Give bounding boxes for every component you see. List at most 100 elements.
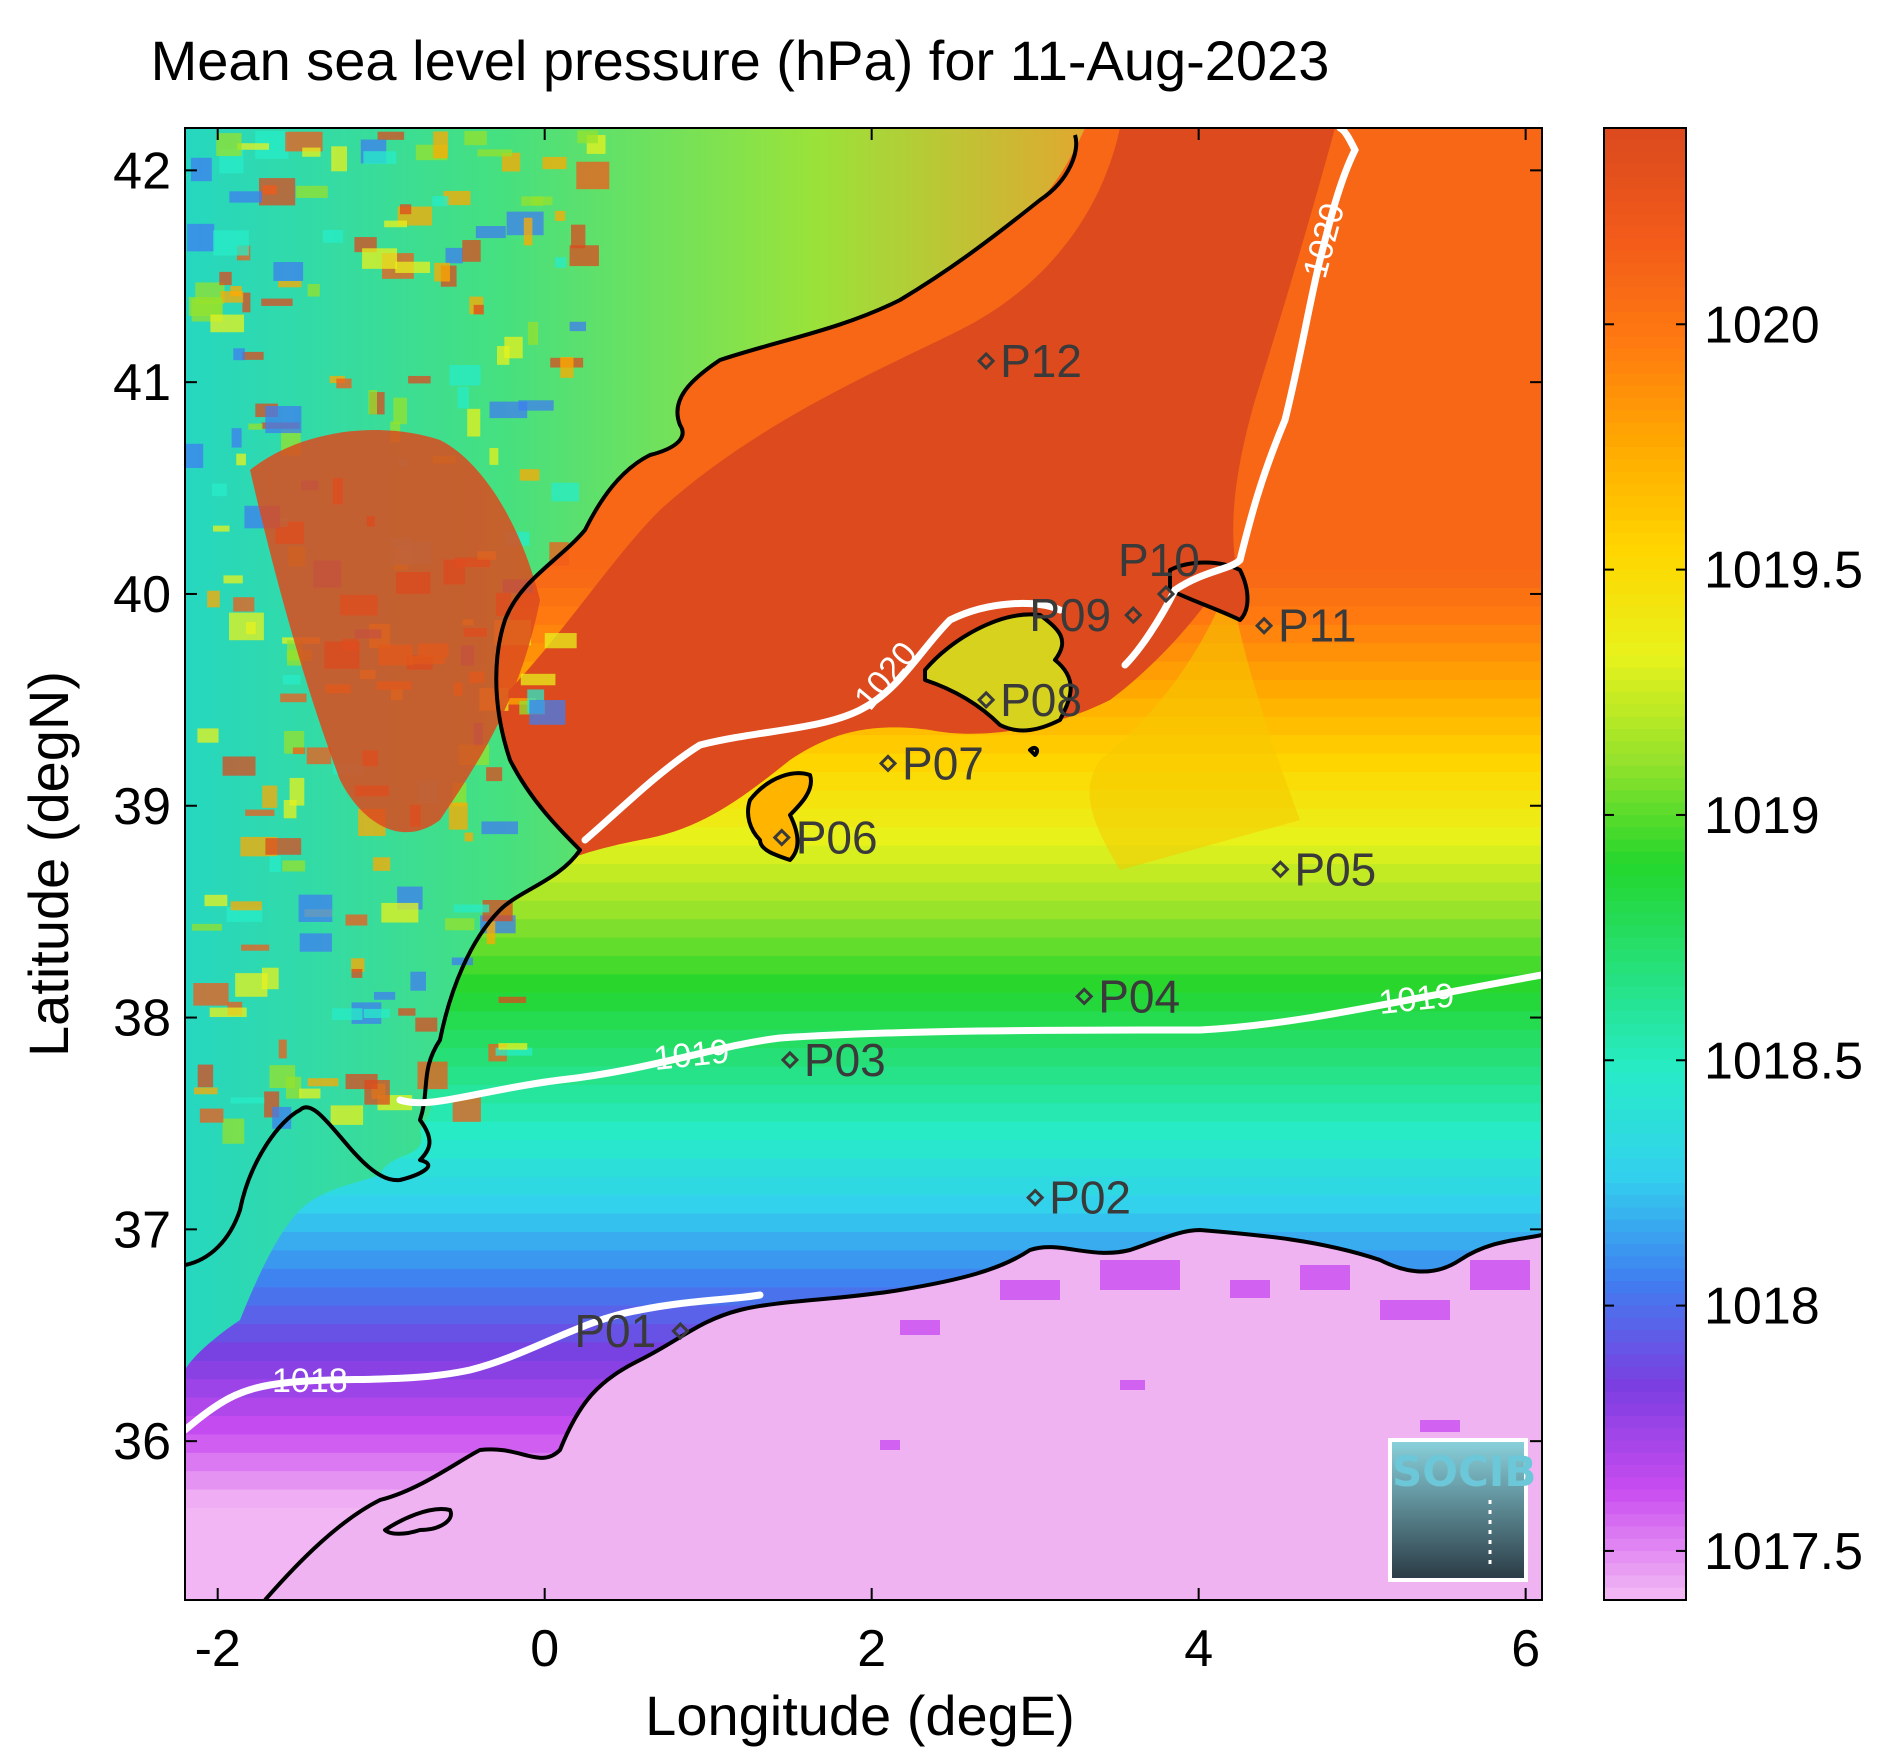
colorbar-band: [1604, 888, 1686, 902]
orography-patch: [451, 957, 473, 966]
x-tick-label: -2: [195, 1620, 241, 1678]
orography-patch: [298, 894, 333, 922]
pressure-band: [185, 1213, 1542, 1233]
colorbar-band: [1604, 508, 1686, 522]
orography-patch: [230, 1097, 265, 1104]
africa-patch: [1000, 1280, 1060, 1300]
colorbar-band: [1604, 397, 1686, 412]
orography-patch: [261, 298, 293, 306]
orography-patch: [498, 996, 527, 1003]
socib-logo: SOCIB: [1388, 1438, 1536, 1582]
orography-patch: [190, 157, 212, 182]
orography-patch: [188, 296, 222, 317]
orography-patch: [345, 914, 368, 926]
y-tick-label: 42: [113, 142, 171, 200]
orography-patch: [272, 1106, 292, 1129]
menorca-island: [1170, 562, 1248, 620]
orography-patch: [432, 196, 449, 207]
orography-patch: [273, 262, 304, 281]
orography-patch: [351, 958, 365, 972]
orography-patch: [265, 406, 302, 434]
colorbar-band: [1604, 446, 1686, 461]
colorbar-band: [1604, 1170, 1686, 1184]
colorbar-ticks: 1017.5 1018 1018.5 1019 1019.5 1020: [1604, 296, 1863, 1581]
orography-patch: [231, 428, 242, 448]
colorbar-band: [1604, 1195, 1686, 1209]
colorbar-band: [1604, 1293, 1686, 1307]
ibiza-island: [748, 773, 811, 860]
orography-patch: [242, 351, 264, 360]
orography-patch: [519, 469, 540, 481]
orography-patch: [395, 261, 431, 273]
land-north-africa: [185, 1230, 1542, 1600]
x-axis: -2 0 2 4 6: [195, 128, 1540, 1678]
colorbar-band: [1604, 1317, 1686, 1332]
coastline-small-island-africa: [383, 1507, 453, 1536]
orography-patch: [551, 482, 580, 502]
colorbar-band: [1604, 557, 1686, 571]
orography-patch: [236, 453, 246, 466]
y-tick-label: 40: [113, 566, 171, 624]
colorbar-band: [1604, 1048, 1686, 1062]
orography-patch: [209, 1007, 247, 1017]
colorbar-band: [1604, 520, 1686, 534]
colorbar-band: [1604, 287, 1686, 301]
colorbar-band: [1604, 839, 1686, 853]
orography-patch: [408, 375, 431, 384]
orography-patch: [457, 386, 469, 409]
colorbar-band: [1604, 1330, 1686, 1344]
logo-box: [1388, 1438, 1528, 1582]
orography-patch: [193, 983, 229, 1006]
colorbar-band: [1604, 152, 1686, 166]
orography-patch: [351, 968, 363, 978]
orography-patch: [237, 143, 269, 150]
orography-patch: [197, 1064, 214, 1088]
colorbar-band: [1604, 1489, 1686, 1503]
orography-patch: [576, 161, 610, 190]
orography-patch: [216, 133, 242, 157]
colorbar-band: [1604, 1072, 1686, 1086]
station-label: P08: [1000, 674, 1082, 726]
orography-patch: [560, 357, 574, 378]
colorbar-band: [1604, 1011, 1686, 1025]
colorbar-band: [1604, 483, 1686, 497]
orography-patch: [523, 217, 533, 246]
colorbar-band: [1604, 410, 1686, 424]
colorbar-band: [1604, 213, 1686, 228]
colorbar-band: [1604, 1477, 1686, 1491]
colorbar-band: [1604, 1403, 1686, 1417]
orography-patch: [269, 1065, 296, 1089]
orography-patch: [464, 131, 487, 146]
colorbar-band: [1604, 238, 1686, 252]
colorbar-frame: [1603, 127, 1687, 1601]
orography-patch: [570, 224, 586, 249]
orography-patch: [222, 756, 256, 776]
colorbar-band: [1604, 778, 1686, 792]
orography-patch: [495, 1047, 533, 1056]
colorbar-band: [1604, 1256, 1686, 1270]
pressure-band: [185, 1103, 1542, 1123]
colorbar-band: [1604, 1391, 1686, 1405]
africa-patch: [1380, 1300, 1450, 1320]
orography-patch: [219, 271, 232, 286]
orography-patch: [544, 633, 577, 649]
plateau-high-region: [250, 430, 540, 833]
plot-area: 1018 1019 1019 1020 1020 P01P02P03P04P05…: [185, 128, 1542, 1600]
station-label: P10: [1118, 534, 1200, 586]
orography-patch: [569, 321, 587, 332]
colorbar-band: [1604, 128, 1686, 142]
colorbar-band: [1604, 1023, 1686, 1037]
orography-patch: [226, 907, 263, 922]
colorbar-band: [1604, 1428, 1686, 1442]
orography-patch: [299, 1088, 321, 1099]
orography-patch: [278, 281, 302, 288]
colorbar-band: [1604, 986, 1686, 1000]
orography-patch: [498, 1043, 528, 1050]
africa-purple-patches: [880, 1260, 1530, 1450]
logo-text: SOCIB: [1392, 1447, 1536, 1496]
orography-patch: [322, 229, 344, 243]
orography-patch: [364, 1079, 390, 1105]
orography-patch: [473, 304, 484, 315]
colorbar-band: [1604, 1109, 1686, 1123]
